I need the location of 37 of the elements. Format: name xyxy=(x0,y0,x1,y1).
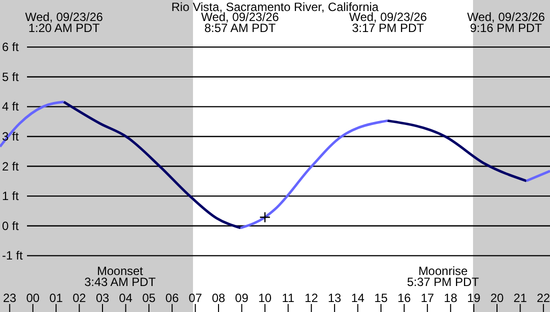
x-tick-label: 02 xyxy=(72,291,86,305)
annotation: Wed, 09/23/26 1:20 AM PDT xyxy=(24,10,104,35)
x-tick-label: 11 xyxy=(282,291,295,305)
x-tick-label: 00 xyxy=(26,291,40,305)
x-tick-label: 14 xyxy=(351,291,365,305)
y-tick-label: 6 ft xyxy=(2,40,20,54)
x-tick-label: 08 xyxy=(212,291,226,305)
y-tick-label: 3 ft xyxy=(2,129,20,144)
x-tick-label: 01 xyxy=(49,291,64,305)
annotation: Moonrise 5:37 PM PDT xyxy=(406,264,480,289)
x-tick-label: 03 xyxy=(96,291,110,305)
x-tick-label: 20 xyxy=(490,291,504,305)
y-tick-label: 4 ft xyxy=(2,100,20,114)
x-tick-label: 19 xyxy=(467,291,481,305)
y-tick-label: -1 ft xyxy=(2,248,24,263)
annotation: Moonset 3:43 AM PDT xyxy=(83,264,157,289)
y-tick-label: 5 ft xyxy=(2,70,20,84)
x-tick-label: 06 xyxy=(165,291,180,305)
x-tick-label: 22 xyxy=(536,291,550,305)
x-tick-label: 16 xyxy=(398,291,412,305)
x-tick-label: 21 xyxy=(514,291,528,305)
x-tick-label: 12 xyxy=(304,291,318,305)
y-tick-label: 2 ft xyxy=(2,159,20,174)
x-tick-label: 15 xyxy=(374,291,388,305)
annotation: Wed, 09/23/26 3:17 PM PDT xyxy=(349,10,428,35)
x-tick-label: 04 xyxy=(119,291,133,305)
y-tick-label: 1 ft xyxy=(2,189,20,204)
x-tick-label: 18 xyxy=(444,291,458,305)
x-tick-label: 23 xyxy=(2,291,17,305)
y-tick-label: 0 ft xyxy=(2,218,20,233)
x-tick-label: 13 xyxy=(328,291,342,305)
x-tick-label: 07 xyxy=(188,291,202,305)
x-tick-label: 09 xyxy=(235,291,249,305)
x-tick-label: 05 xyxy=(142,291,156,305)
x-tick-label: 10 xyxy=(258,291,272,305)
x-tick-label: 17 xyxy=(420,291,434,305)
annotation: Wed, 09/23/26 9:16 PM PDT xyxy=(466,10,546,35)
